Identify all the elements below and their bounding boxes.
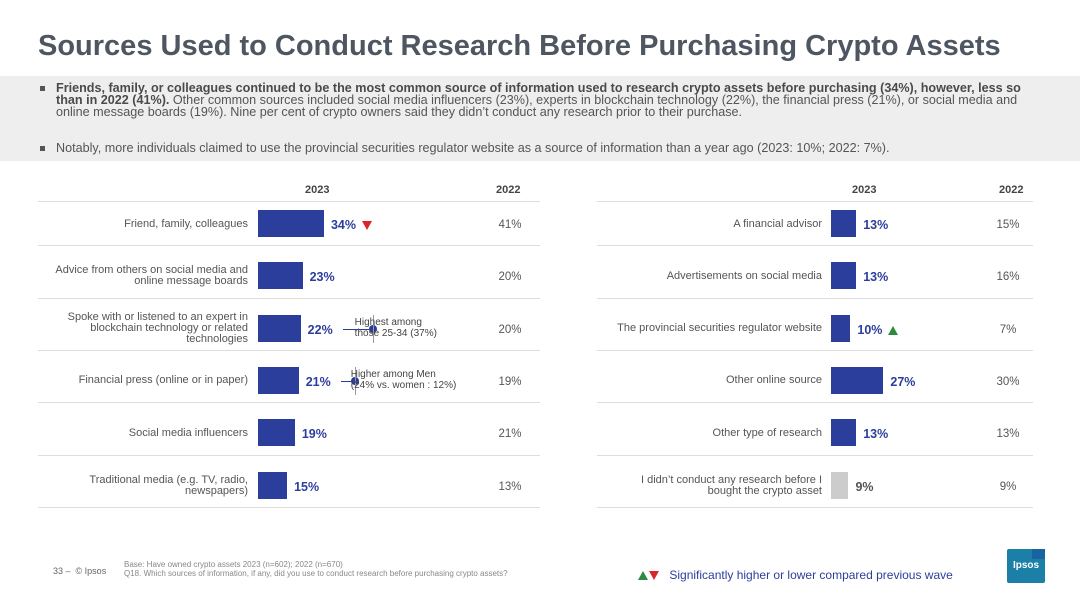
right-bar-2023 <box>831 419 857 447</box>
left-header-2023: 2023 <box>305 184 330 196</box>
logo-text: Ipsos <box>1012 560 1040 571</box>
left-category-label: Social media influencers <box>128 426 248 439</box>
annotation-line-2: (24% vs. women : 12%) <box>350 379 457 391</box>
right-header-2022: 2022 <box>999 184 1024 196</box>
right-value-label-2023: 13% <box>863 270 889 285</box>
left-value-label-2022: 20% <box>498 271 522 284</box>
left-bar-2023 <box>258 366 299 394</box>
right-category-label: The provincial securities regulator webs… <box>617 322 822 335</box>
left-row-divider <box>38 454 540 456</box>
left-value-label-2023: 21% <box>305 374 331 389</box>
left-value-label-2022: 19% <box>498 375 522 388</box>
right-bar-2023 <box>831 210 857 237</box>
left-value-label-2023: 23% <box>309 270 335 285</box>
left-annotation-connector <box>342 328 373 330</box>
right-value-label-2023: 9% <box>855 479 874 494</box>
summary-bullet-1-bold: Friends, family, or colleagues continued… <box>56 81 1021 107</box>
right-row-divider <box>597 454 1033 456</box>
left-row-divider <box>38 402 540 404</box>
right-row-divider <box>597 297 1033 299</box>
right-bar-2023 <box>831 366 884 394</box>
left-bar-2023 <box>258 314 301 342</box>
left-category-label: Advice from others on social media and o… <box>55 264 248 288</box>
bullet-icon <box>40 86 45 91</box>
logo-accent <box>1032 549 1045 559</box>
left-category-label: Friend, family, colleagues <box>124 217 248 230</box>
left-value-label-2022: 41% <box>498 219 522 231</box>
right-value-label-2022: 30% <box>996 375 1020 388</box>
right-value-label-2022: 9% <box>999 480 1017 493</box>
left-bar-2023 <box>258 419 295 447</box>
right-value-label-2022: 7% <box>999 323 1017 336</box>
left-bar-2023 <box>258 262 303 290</box>
left-value-label-2023: 22% <box>307 322 333 337</box>
left-category-label: Financial press (online or in paper) <box>78 374 248 387</box>
left-annotation-text: Highest among those 25-34 (37%) <box>355 317 437 339</box>
bullet-icon <box>40 146 45 151</box>
left-value-label-2023: 15% <box>294 479 320 494</box>
left-category-label: Traditional media (e.g. TV, radio, newsp… <box>89 473 248 497</box>
right-value-label-2022: 16% <box>996 271 1020 284</box>
right-category-label: Advertisements on social media <box>666 269 822 282</box>
up-triangle-icon <box>638 571 648 581</box>
summary-bullet-2: Notably, more individuals claimed to use… <box>40 142 1040 154</box>
right-bar-2023 <box>831 471 849 499</box>
right-row-divider <box>597 245 1033 247</box>
page-number-text: 33 – <box>53 566 71 576</box>
right-row-divider <box>597 349 1033 351</box>
copyright-text: © Ipsos <box>75 566 107 576</box>
left-value-label-2023: 19% <box>301 427 327 442</box>
left-annotation-divider <box>354 366 356 395</box>
summary-bullet-1-text: Other common sources included social med… <box>56 93 1018 119</box>
left-annotation-connector <box>340 380 355 382</box>
question-note: Q18. Which sources of information, if an… <box>124 569 508 578</box>
legend-text: Significantly higher or lower compared p… <box>669 568 953 582</box>
base-note: Base: Have owned crypto assets 2023 (n=6… <box>124 560 343 569</box>
left-header-2022: 2022 <box>496 184 521 196</box>
down-triangle-icon <box>649 571 659 581</box>
right-value-label-2023: 10% <box>857 323 899 337</box>
right-row-divider <box>597 402 1033 404</box>
right-bar-2023 <box>831 262 857 290</box>
annotation-line-1: Highest among <box>354 316 422 328</box>
significance-legend: Significantly higher or lower compared p… <box>638 568 953 582</box>
page-number: 33 – © Ipsos <box>53 566 106 576</box>
right-bar-2023 <box>831 314 851 342</box>
down-triangle-icon <box>361 221 372 231</box>
right-category-label: Other type of research <box>712 426 822 439</box>
left-row-divider <box>38 245 540 247</box>
summary-box: Friends, family, or colleagues continued… <box>0 76 1080 161</box>
right-category-label: I didn’t conduct any research before I b… <box>641 473 822 497</box>
annotation-line-1: Higher among Men <box>350 368 436 380</box>
right-category-label: Other online source <box>726 374 822 387</box>
left-value-label-2022: 13% <box>498 480 522 493</box>
right-value-label-2023: 13% <box>863 427 889 442</box>
right-row-divider <box>597 201 1033 202</box>
page-title: Sources Used to Conduct Research Before … <box>38 30 1001 62</box>
right-value-label-2022: 13% <box>996 428 1020 441</box>
right-row-divider <box>597 506 1033 508</box>
right-value-label-2022: 15% <box>996 219 1020 231</box>
left-bar-2023 <box>258 210 324 237</box>
right-header-2023: 2023 <box>852 184 877 196</box>
left-value-label-2022: 20% <box>498 323 522 336</box>
left-row-divider <box>38 349 540 351</box>
summary-bullet-1: Friends, family, or colleagues continued… <box>40 82 1040 118</box>
left-row-divider <box>38 201 540 202</box>
left-row-divider <box>38 297 540 299</box>
up-triangle-icon <box>888 325 899 335</box>
left-value-label-2023: 34% <box>331 218 372 232</box>
left-row-divider <box>38 506 540 508</box>
right-value-label-2023: 27% <box>890 374 916 389</box>
left-annotation-text: Higher among Men (24% vs. women : 12%) <box>351 369 457 391</box>
left-bar-2023 <box>258 471 288 499</box>
left-annotation-divider <box>372 314 374 343</box>
left-category-label: Spoke with or listened to an expert in b… <box>67 311 248 346</box>
annotation-line-2: those 25-34 (37%) <box>354 327 437 339</box>
right-category-label: A financial advisor <box>733 217 822 230</box>
left-value-label-2022: 21% <box>498 428 522 441</box>
summary-bullet-2-text: Notably, more individuals claimed to use… <box>56 141 890 155</box>
right-value-label-2023: 13% <box>863 218 889 232</box>
